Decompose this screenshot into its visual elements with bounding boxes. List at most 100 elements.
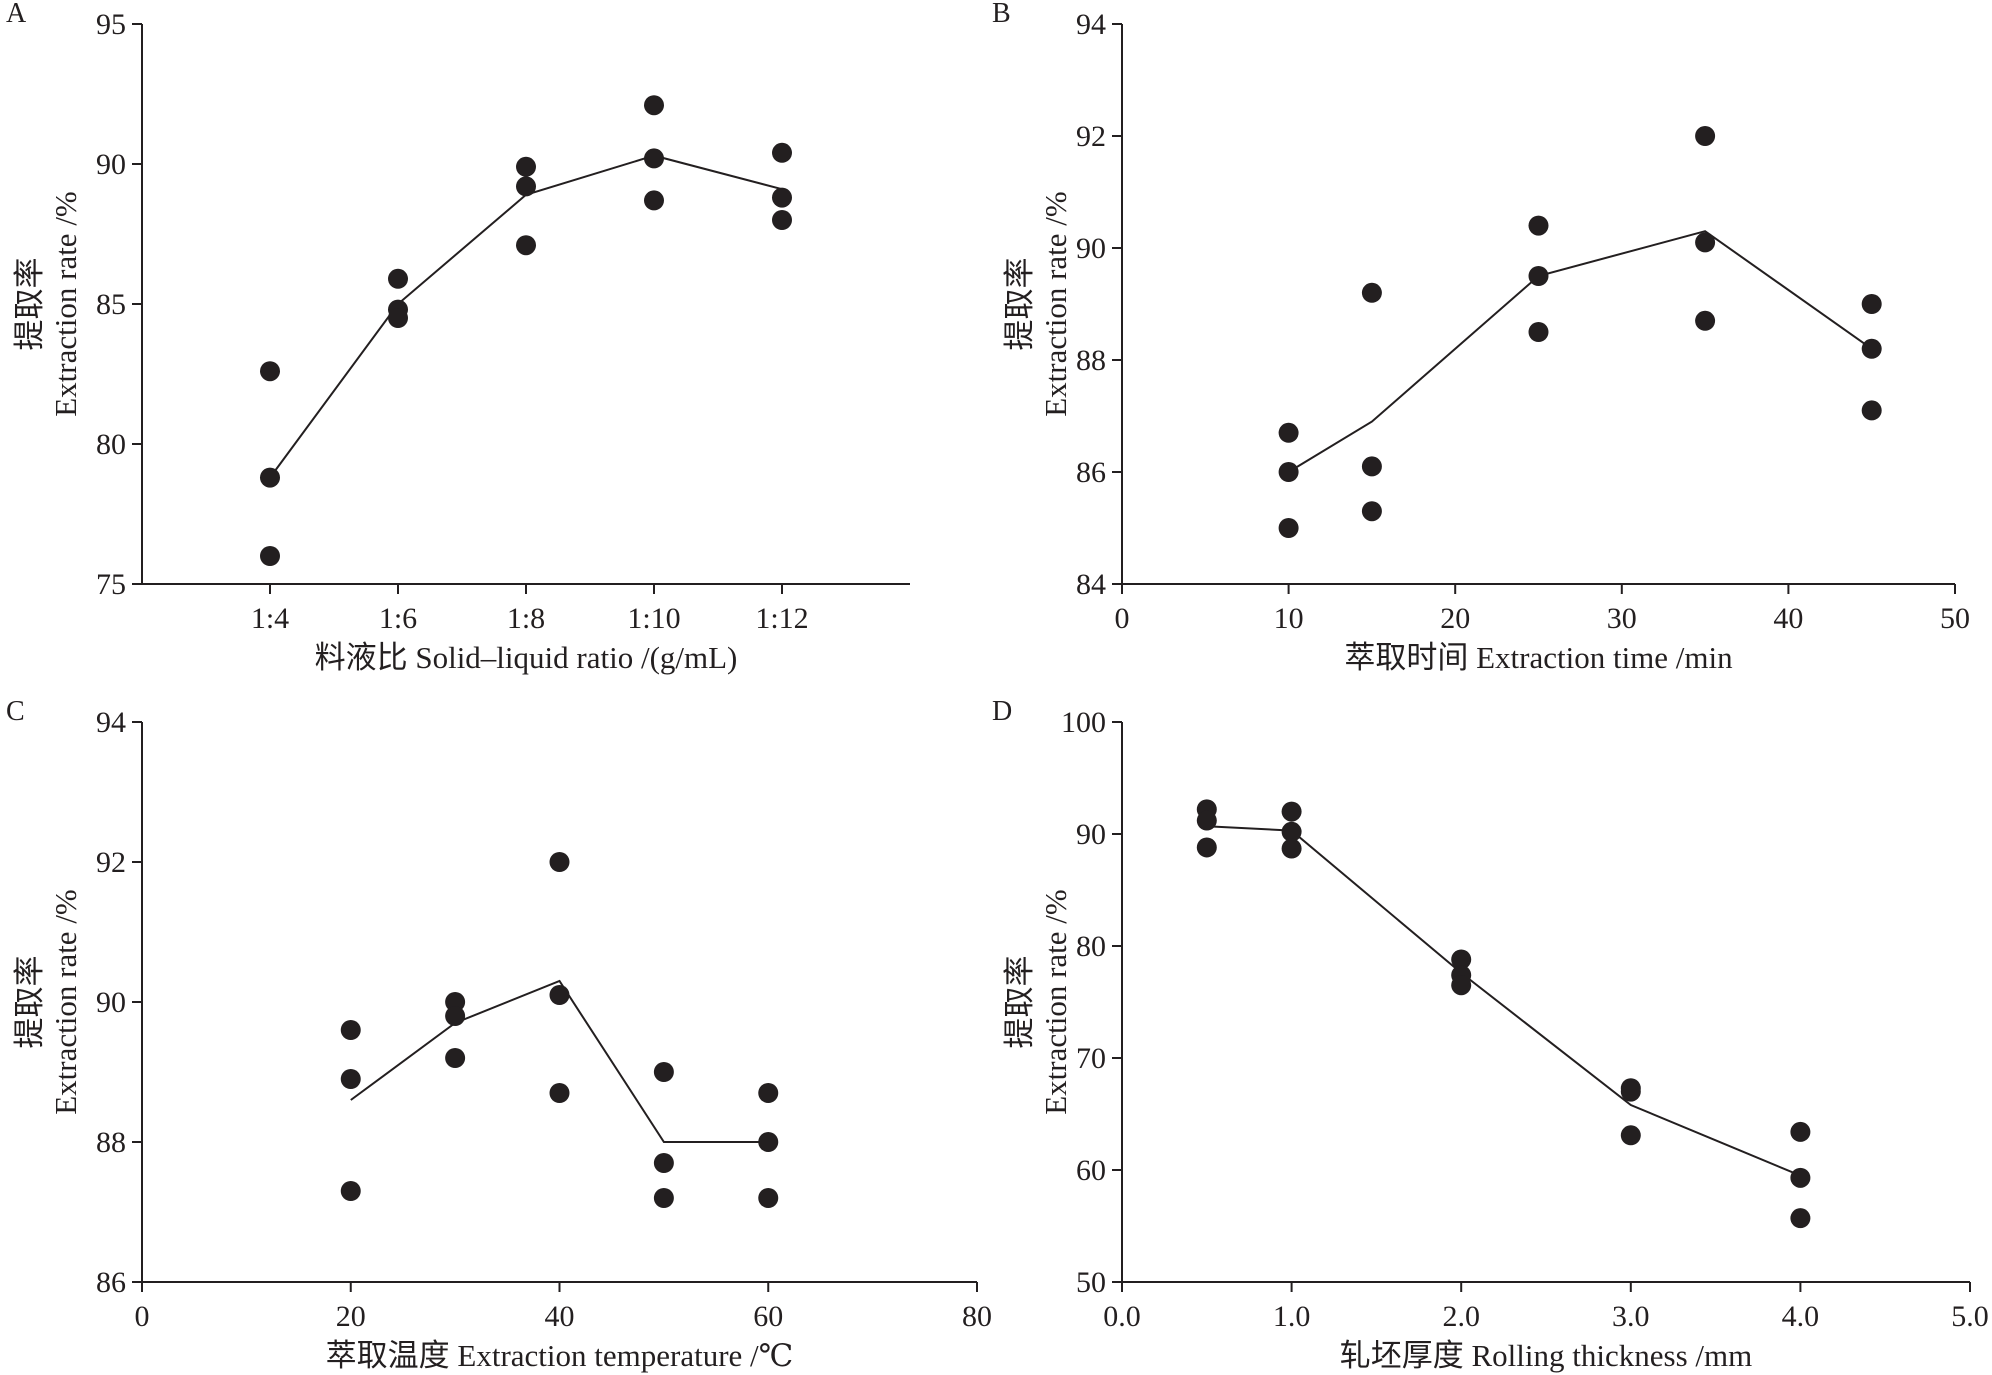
y-tick-label: 88 xyxy=(96,1126,126,1159)
data-point xyxy=(758,1132,779,1152)
y-axis-label-cn: 提取率 xyxy=(1002,956,1037,1049)
x-tick-label: 80 xyxy=(962,1300,992,1333)
data-point xyxy=(260,467,280,488)
y-axis-label-cn: 提取率 xyxy=(12,956,47,1049)
data-point xyxy=(1278,518,1299,538)
y-tick-label: 90 xyxy=(1076,232,1106,265)
chart-panel-d: D 50 60 70 80 90 100 0.0 1.0 2.0 3.0 4.0 5.0 轧坯厚度 Rol… xyxy=(992,696,1989,1373)
data-point xyxy=(1695,310,1716,331)
y-tick-label: 70 xyxy=(1076,1042,1106,1075)
y-tick-label: 84 xyxy=(1076,568,1106,601)
x-tick-label: 20 xyxy=(1440,602,1470,635)
y-axis-label: 提取率Extraction rate /% xyxy=(12,191,83,417)
y-tick-label: 90 xyxy=(1076,818,1106,851)
data-point xyxy=(1620,1081,1641,1102)
data-point xyxy=(516,156,536,177)
data-point xyxy=(1196,837,1217,858)
chart-panel-a: A 75 80 85 90 95 1:4 1:6 1:8 1:10 1:12 料液比 Solid–li… xyxy=(6,0,910,675)
y-tick-label: 90 xyxy=(96,986,126,1019)
data-point xyxy=(388,308,408,328)
y-tick-label: 95 xyxy=(96,8,126,41)
x-tick-label: 0 xyxy=(1115,602,1130,635)
data-point xyxy=(260,361,280,382)
y-axis-label: 提取率Extraction rate /% xyxy=(1002,889,1073,1115)
y-tick-label: 94 xyxy=(96,706,126,739)
panel-letter: A xyxy=(6,0,27,29)
data-point xyxy=(772,142,792,163)
y-axis-label-en: Extraction rate /% xyxy=(1038,191,1073,417)
data-point xyxy=(644,190,664,211)
data-point xyxy=(758,1188,779,1208)
x-axis-label: 料液比 Solid–liquid ratio /(g/mL) xyxy=(315,640,738,675)
y-tick-label: 92 xyxy=(96,846,126,879)
x-tick-label: 4.0 xyxy=(1782,1300,1820,1333)
y-axis-label-cn: 提取率 xyxy=(1002,258,1037,351)
y-tick-label: 88 xyxy=(1076,344,1106,377)
data-point xyxy=(758,1083,779,1103)
data-point xyxy=(772,187,792,208)
x-tick-label: 1:10 xyxy=(627,602,680,635)
data-point xyxy=(644,95,664,116)
data-point xyxy=(516,176,536,197)
y-tick-label: 86 xyxy=(1076,456,1106,489)
data-point xyxy=(1695,232,1716,253)
y-axis-label: 提取率Extraction rate /% xyxy=(1002,191,1073,417)
y-tick-label: 80 xyxy=(1076,930,1106,963)
y-axis-label: 提取率Extraction rate /% xyxy=(12,889,83,1115)
data-point xyxy=(388,268,408,289)
data-point xyxy=(1361,501,1382,522)
y-tick-label: 75 xyxy=(96,568,126,601)
y-tick-label: 92 xyxy=(1076,120,1106,153)
data-point xyxy=(1451,949,1472,970)
x-tick-label: 60 xyxy=(753,1300,783,1333)
chart-panel-c: C 86 88 90 92 94 0 20 40 60 80 萃取温度 Extraction temp… xyxy=(6,696,992,1373)
y-tick-label: 90 xyxy=(96,148,126,181)
x-tick-label: 1:12 xyxy=(755,602,808,635)
y-tick-label: 60 xyxy=(1076,1154,1106,1187)
data-point xyxy=(1528,215,1549,236)
y-tick-label: 50 xyxy=(1076,1266,1106,1299)
x-tick-label: 1:4 xyxy=(251,602,289,635)
x-axis-label: 轧坯厚度 Rolling thickness /mm xyxy=(1340,1338,1752,1373)
data-point xyxy=(1790,1121,1811,1142)
data-point xyxy=(1620,1125,1641,1146)
chart-panel-b: B 84 86 88 90 92 94 0 10 20 30 40 50 萃取时间 Extraction … xyxy=(992,0,1970,675)
data-point xyxy=(1361,456,1382,477)
mean-line xyxy=(350,979,769,1143)
y-tick-label: 94 xyxy=(1076,8,1106,41)
x-axis-label: 萃取温度 Extraction temperature /℃ xyxy=(326,1338,794,1373)
data-point xyxy=(340,1181,361,1201)
data-point xyxy=(1281,801,1302,822)
panel-letter: D xyxy=(992,696,1012,727)
data-point xyxy=(1278,462,1299,482)
data-point xyxy=(445,1048,466,1068)
y-axis-label-en: Extraction rate /% xyxy=(1038,889,1073,1115)
x-tick-label: 50 xyxy=(1940,602,1970,635)
panel-letter: C xyxy=(6,696,25,727)
y-axis-label-en: Extraction rate /% xyxy=(48,889,83,1115)
x-tick-label: 10 xyxy=(1274,602,1304,635)
data-point xyxy=(653,1153,674,1173)
data-point xyxy=(1451,975,1472,996)
x-tick-label: 30 xyxy=(1607,602,1637,635)
y-axis-label-cn: 提取率 xyxy=(12,258,47,351)
data-point xyxy=(445,1006,466,1026)
data-point xyxy=(772,210,792,230)
data-point xyxy=(340,1069,361,1089)
data-point xyxy=(1790,1167,1811,1188)
data-point xyxy=(1281,821,1302,842)
data-point xyxy=(1361,282,1382,303)
y-tick-label: 85 xyxy=(96,288,126,321)
data-point xyxy=(549,852,570,872)
x-axis-label: 萃取时间 Extraction time /min xyxy=(1344,640,1733,675)
data-point xyxy=(445,992,466,1012)
data-point xyxy=(549,985,570,1005)
x-tick-label: 0 xyxy=(135,1300,150,1333)
data-point xyxy=(644,148,664,169)
data-point xyxy=(516,235,536,256)
y-tick-label: 100 xyxy=(1061,706,1106,739)
data-point xyxy=(1790,1208,1811,1229)
data-point xyxy=(1528,322,1549,342)
y-tick-label: 86 xyxy=(96,1266,126,1299)
